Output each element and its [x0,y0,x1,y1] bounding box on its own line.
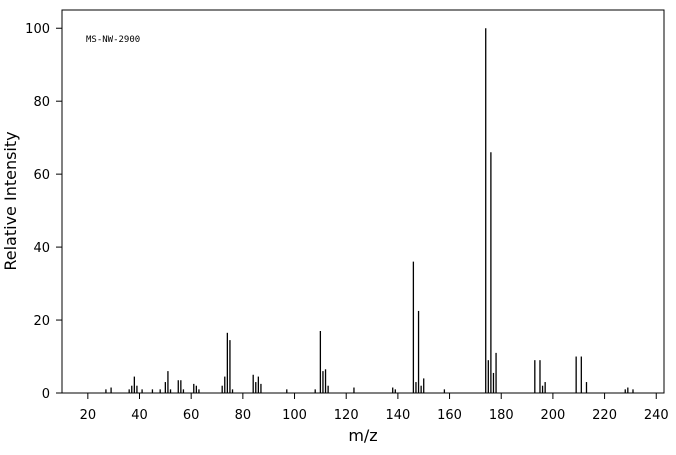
x-tick-label: 20 [80,408,97,423]
x-tick-label: 240 [644,408,669,423]
x-tick-label: 200 [540,408,565,423]
x-tick-label: 60 [183,408,200,423]
y-tick-label: 0 [42,387,50,402]
x-tick-label: 100 [282,408,307,423]
y-tick-label: 100 [25,22,50,37]
x-tick-label: 80 [235,408,252,423]
plot-frame [61,9,665,394]
y-tick-label: 80 [33,95,50,110]
x-tick-label: 160 [437,408,462,423]
x-tick-label: 140 [385,408,410,423]
x-tick-label: 180 [489,408,514,423]
y-tick-label: 60 [33,168,50,183]
y-tick-label: 40 [33,241,50,256]
y-axis-label: Relative Intensity [1,131,20,270]
x-axis-label: m/z [348,426,377,445]
y-tick-label: 20 [33,314,50,329]
x-tick-label: 120 [334,408,359,423]
annotation: MS-NW-2900 [86,35,140,45]
x-tick-label: 40 [131,408,148,423]
x-tick-label: 220 [592,408,617,423]
